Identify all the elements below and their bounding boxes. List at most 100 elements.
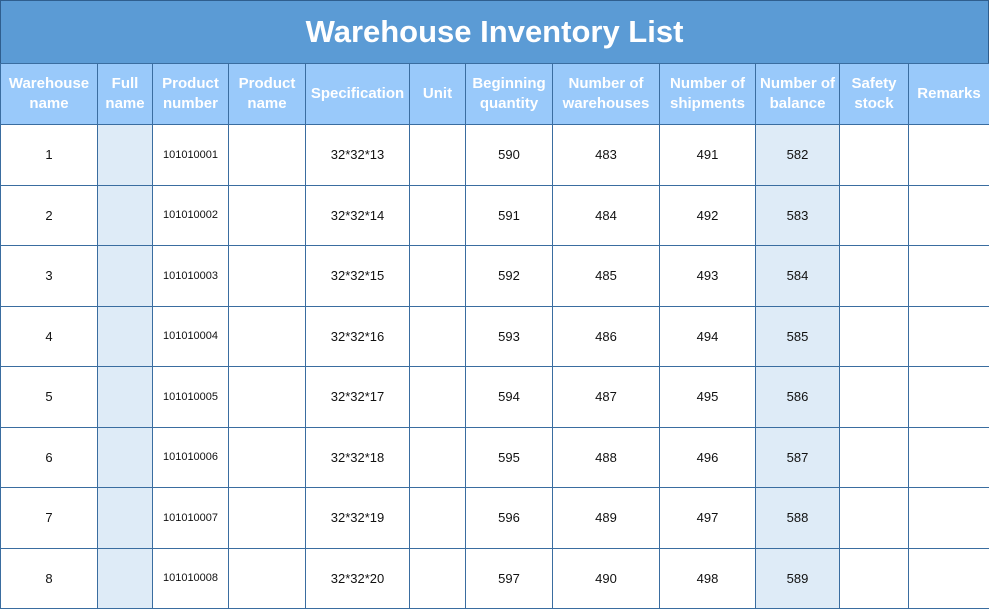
cell-number-of-balance[interactable]: 585 [755,305,840,367]
cell-safety-stock[interactable] [839,184,909,246]
cell-warehouse-name[interactable]: 6 [0,426,98,488]
cell-warehouse-name[interactable]: 7 [0,487,98,549]
cell-safety-stock[interactable] [839,124,909,186]
col-header-number-of-balance[interactable]: Number of balance [755,63,840,125]
cell-product-number[interactable]: 101010001 [152,124,229,186]
cell-product-number[interactable]: 101010005 [152,366,229,428]
cell-warehouse-name[interactable]: 1 [0,124,98,186]
cell-product-number[interactable]: 101010003 [152,245,229,307]
cell-specification[interactable]: 32*32*14 [305,184,410,246]
cell-number-of-warehouses[interactable]: 483 [552,124,660,186]
cell-number-of-balance[interactable]: 582 [755,124,840,186]
cell-safety-stock[interactable] [839,487,909,549]
cell-safety-stock[interactable] [839,245,909,307]
cell-remarks[interactable] [908,426,989,488]
cell-full-name[interactable] [97,547,153,609]
cell-number-of-shipments[interactable]: 497 [659,487,756,549]
cell-full-name[interactable] [97,305,153,367]
cell-specification[interactable]: 32*32*16 [305,305,410,367]
cell-number-of-balance[interactable]: 586 [755,366,840,428]
cell-number-of-shipments[interactable]: 492 [659,184,756,246]
cell-specification[interactable]: 32*32*18 [305,426,410,488]
cell-unit[interactable] [409,547,466,609]
cell-product-number[interactable]: 101010002 [152,184,229,246]
cell-number-of-warehouses[interactable]: 489 [552,487,660,549]
cell-number-of-shipments[interactable]: 495 [659,366,756,428]
cell-number-of-balance[interactable]: 583 [755,184,840,246]
cell-beginning-quantity[interactable]: 595 [465,426,553,488]
cell-beginning-quantity[interactable]: 593 [465,305,553,367]
col-header-number-of-warehouses[interactable]: Number of warehouses [552,63,660,125]
cell-beginning-quantity[interactable]: 592 [465,245,553,307]
cell-product-name[interactable] [228,487,306,549]
cell-number-of-warehouses[interactable]: 485 [552,245,660,307]
cell-number-of-shipments[interactable]: 494 [659,305,756,367]
cell-warehouse-name[interactable]: 8 [0,547,98,609]
cell-warehouse-name[interactable]: 5 [0,366,98,428]
col-header-warehouse-name[interactable]: Warehouse name [0,63,98,125]
cell-product-number[interactable]: 101010007 [152,487,229,549]
cell-unit[interactable] [409,487,466,549]
cell-number-of-warehouses[interactable]: 490 [552,547,660,609]
cell-product-name[interactable] [228,305,306,367]
cell-unit[interactable] [409,305,466,367]
cell-number-of-balance[interactable]: 589 [755,547,840,609]
cell-product-name[interactable] [228,366,306,428]
cell-beginning-quantity[interactable]: 594 [465,366,553,428]
cell-full-name[interactable] [97,245,153,307]
cell-remarks[interactable] [908,547,989,609]
cell-number-of-shipments[interactable]: 491 [659,124,756,186]
cell-number-of-balance[interactable]: 588 [755,487,840,549]
cell-number-of-warehouses[interactable]: 488 [552,426,660,488]
cell-specification[interactable]: 32*32*13 [305,124,410,186]
cell-remarks[interactable] [908,124,989,186]
cell-safety-stock[interactable] [839,366,909,428]
cell-safety-stock[interactable] [839,305,909,367]
col-header-unit[interactable]: Unit [409,63,466,125]
cell-number-of-warehouses[interactable]: 484 [552,184,660,246]
cell-remarks[interactable] [908,366,989,428]
cell-safety-stock[interactable] [839,547,909,609]
cell-full-name[interactable] [97,124,153,186]
cell-warehouse-name[interactable]: 4 [0,305,98,367]
cell-product-number[interactable]: 101010006 [152,426,229,488]
cell-warehouse-name[interactable]: 3 [0,245,98,307]
col-header-specification[interactable]: Specification [305,63,410,125]
col-header-product-number[interactable]: Product number [152,63,229,125]
cell-beginning-quantity[interactable]: 596 [465,487,553,549]
cell-product-name[interactable] [228,426,306,488]
cell-unit[interactable] [409,124,466,186]
cell-specification[interactable]: 32*32*17 [305,366,410,428]
cell-product-name[interactable] [228,184,306,246]
cell-full-name[interactable] [97,366,153,428]
cell-full-name[interactable] [97,487,153,549]
cell-full-name[interactable] [97,184,153,246]
col-header-safety-stock[interactable]: Safety stock [839,63,909,125]
cell-specification[interactable]: 32*32*19 [305,487,410,549]
cell-specification[interactable]: 32*32*20 [305,547,410,609]
cell-number-of-balance[interactable]: 587 [755,426,840,488]
col-header-number-of-shipments[interactable]: Number of shipments [659,63,756,125]
cell-unit[interactable] [409,426,466,488]
col-header-full-name[interactable]: Full name [97,63,153,125]
cell-specification[interactable]: 32*32*15 [305,245,410,307]
cell-beginning-quantity[interactable]: 597 [465,547,553,609]
cell-product-name[interactable] [228,245,306,307]
cell-remarks[interactable] [908,305,989,367]
cell-unit[interactable] [409,245,466,307]
cell-beginning-quantity[interactable]: 591 [465,184,553,246]
cell-number-of-shipments[interactable]: 498 [659,547,756,609]
cell-number-of-warehouses[interactable]: 486 [552,305,660,367]
cell-product-number[interactable]: 101010008 [152,547,229,609]
col-header-remarks[interactable]: Remarks [908,63,989,125]
col-header-beginning-quantity[interactable]: Beginning quantity [465,63,553,125]
cell-number-of-shipments[interactable]: 493 [659,245,756,307]
cell-remarks[interactable] [908,245,989,307]
cell-safety-stock[interactable] [839,426,909,488]
cell-product-number[interactable]: 101010004 [152,305,229,367]
cell-number-of-shipments[interactable]: 496 [659,426,756,488]
cell-number-of-balance[interactable]: 584 [755,245,840,307]
cell-product-name[interactable] [228,124,306,186]
cell-remarks[interactable] [908,487,989,549]
cell-warehouse-name[interactable]: 2 [0,184,98,246]
